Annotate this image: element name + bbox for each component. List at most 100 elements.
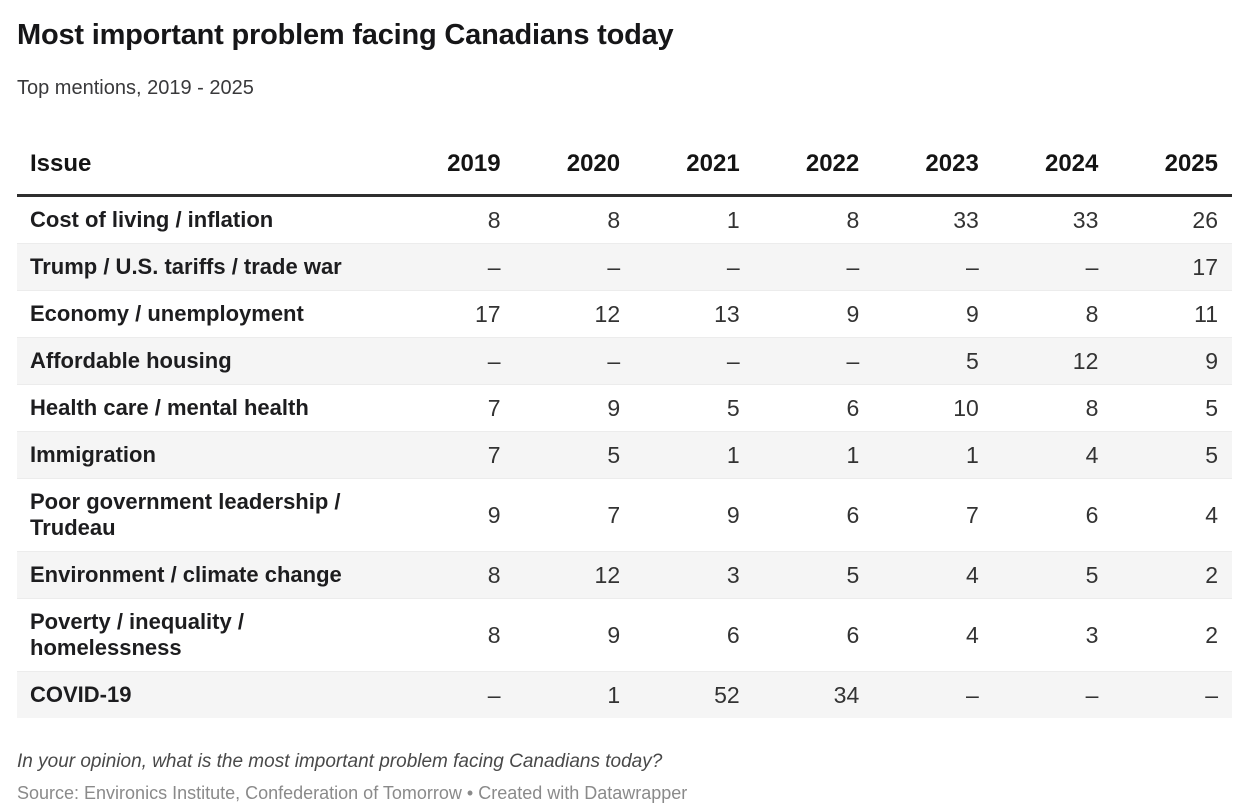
value-cell: 5 bbox=[873, 337, 993, 385]
value-cell: 1 bbox=[514, 671, 635, 718]
page-title: Most important problem facing Canadians … bbox=[17, 19, 674, 51]
value-cell: 9 bbox=[514, 598, 635, 672]
value-cell: 5 bbox=[992, 551, 1113, 599]
value-cell: 52 bbox=[634, 671, 754, 718]
datawrapper-credit-link[interactable]: Created with Datawrapper bbox=[478, 783, 688, 803]
value-cell: 10 bbox=[873, 384, 993, 432]
table-header-row: Issue 2019 2020 2021 2022 2023 2024 2025 bbox=[17, 137, 1232, 197]
chart-subtitle: Top mentions, 2019 - 2025 bbox=[17, 77, 254, 99]
issue-cell: Immigration bbox=[17, 431, 395, 479]
value-cell: 9 bbox=[753, 290, 874, 338]
value-cell: 5 bbox=[1112, 384, 1232, 432]
value-cell: – bbox=[753, 243, 874, 291]
value-cell: – bbox=[395, 337, 515, 385]
source-text: Source: Environics Institute, Confederat… bbox=[17, 783, 462, 803]
table-row: Cost of living / inflation 8 8 1 8 33 33 26 bbox=[17, 196, 1232, 244]
value-cell: 6 bbox=[753, 598, 874, 672]
issue-cell: Poor government leadership / Trudeau bbox=[17, 478, 395, 552]
value-cell: 17 bbox=[395, 290, 515, 338]
issue-cell: Cost of living / inflation bbox=[30, 207, 274, 232]
table-row: Health care / mental health 7 9 5 6 10 8 5 bbox=[17, 384, 1232, 432]
data-table: Issue 2019 2020 2021 2022 2023 2024 2025 Cost … bbox=[17, 137, 1232, 718]
value-cell: – bbox=[753, 337, 874, 385]
value-cell: 8 bbox=[395, 551, 515, 599]
value-cell: 9 bbox=[634, 478, 754, 552]
value-cell: – bbox=[514, 337, 635, 385]
column-header-issue: Issue bbox=[17, 137, 395, 197]
value-cell: 6 bbox=[992, 478, 1113, 552]
table-row: Poor government leadership / Trudeau 9 7 9 6… bbox=[17, 478, 1232, 552]
column-header-2022: 2022 bbox=[753, 137, 874, 197]
value-cell: 7 bbox=[514, 478, 635, 552]
issue-cell: Economy / unemployment bbox=[17, 290, 395, 338]
table-header: Issue 2019 2020 2021 2022 2023 2024 2025 bbox=[17, 137, 1232, 197]
value-cell: 8 bbox=[846, 207, 860, 233]
table-row: COVID-19–1 52 34– – – bbox=[17, 671, 1232, 718]
issue-cell: Environment / climate change bbox=[17, 551, 395, 599]
value-cell: 9 bbox=[514, 384, 635, 432]
value-cell: 5 bbox=[1112, 431, 1232, 479]
value-cell: 7 bbox=[873, 478, 993, 552]
value-cell: 8 bbox=[395, 598, 515, 672]
value-cell: 2 bbox=[1112, 551, 1232, 599]
value-cell: 9 bbox=[395, 478, 515, 552]
footnote: In your opinion, what is the most import… bbox=[17, 751, 663, 772]
value-cell: – bbox=[992, 671, 1113, 718]
value-cell: 33 bbox=[953, 207, 979, 233]
value-cell: 1 bbox=[873, 431, 993, 479]
column-header-2021: 2021 bbox=[634, 137, 754, 197]
value-cell: 8 bbox=[487, 207, 501, 233]
value-cell: 12 bbox=[992, 337, 1113, 385]
value-cell: 5 bbox=[753, 551, 874, 599]
value-cell: – bbox=[1112, 671, 1232, 718]
value-cell: – bbox=[873, 243, 993, 291]
issue-cell: COVID-19 bbox=[17, 671, 395, 718]
issue-cell: Poverty / inequality / homelessness bbox=[17, 598, 395, 672]
value-cell: 3 bbox=[992, 598, 1113, 672]
value-cell: 6 bbox=[753, 384, 874, 432]
table-row: Immigration 7 5 1 1 1 4 5 bbox=[17, 431, 1232, 479]
issue-cell: Affordable housing bbox=[17, 337, 395, 385]
value-cell: – bbox=[395, 671, 515, 718]
value-cell: 12 bbox=[514, 290, 635, 338]
value-cell: – bbox=[873, 671, 993, 718]
table-body: Cost of living / inflation 8 8 1 8 33 33 26 Trum… bbox=[17, 196, 1232, 718]
value-cell: 8 bbox=[607, 207, 621, 233]
value-cell: 1 bbox=[634, 431, 754, 479]
value-cell: 9 bbox=[873, 290, 993, 338]
value-cell: 4 bbox=[992, 431, 1113, 479]
value-cell: 12 bbox=[514, 551, 635, 599]
table-row: Environment / climate change 8 12 3 5 4 5 2 bbox=[17, 551, 1232, 599]
value-cell: 1 bbox=[726, 207, 740, 233]
issue-cell: Trump / U.S. tariffs / trade war bbox=[17, 243, 395, 291]
table-row: Affordable housing – – – –5 12 9 bbox=[17, 337, 1232, 385]
value-cell: 13 bbox=[634, 290, 754, 338]
value-cell: 1 bbox=[753, 431, 874, 479]
table-row: Economy / unemployment 17 12 13 9 9 8 11 bbox=[17, 290, 1232, 338]
value-cell: 26 bbox=[1192, 207, 1218, 233]
value-cell: 33 bbox=[1072, 207, 1099, 233]
value-cell: 8 bbox=[992, 384, 1113, 432]
column-header-2023: 2023 bbox=[873, 137, 993, 197]
source-line: Source: Environics Institute, Confederat… bbox=[17, 782, 1232, 804]
value-cell: 34 bbox=[753, 671, 874, 718]
value-cell: 4 bbox=[873, 598, 993, 672]
value-cell: 11 bbox=[1112, 290, 1232, 338]
separator-dot: • bbox=[466, 783, 474, 803]
column-header-2024: 2024 bbox=[992, 137, 1113, 197]
column-header-2025: 2025 bbox=[1112, 137, 1232, 197]
value-cell: 6 bbox=[634, 598, 754, 672]
value-cell: 8 bbox=[992, 290, 1113, 338]
issue-cell: Health care / mental health bbox=[17, 384, 395, 432]
value-cell: 6 bbox=[753, 478, 874, 552]
value-cell: – bbox=[395, 243, 515, 291]
column-header-2019: 2019 bbox=[395, 137, 515, 197]
table-row: Poverty / inequality / homelessness 8 9 6 6 4… bbox=[17, 598, 1232, 672]
value-cell: – bbox=[992, 243, 1113, 291]
value-cell: 4 bbox=[1112, 478, 1232, 552]
value-cell: 3 bbox=[634, 551, 754, 599]
value-cell: – bbox=[514, 243, 635, 291]
value-cell: 4 bbox=[873, 551, 993, 599]
value-cell: 5 bbox=[514, 431, 635, 479]
value-cell: 7 bbox=[395, 431, 515, 479]
